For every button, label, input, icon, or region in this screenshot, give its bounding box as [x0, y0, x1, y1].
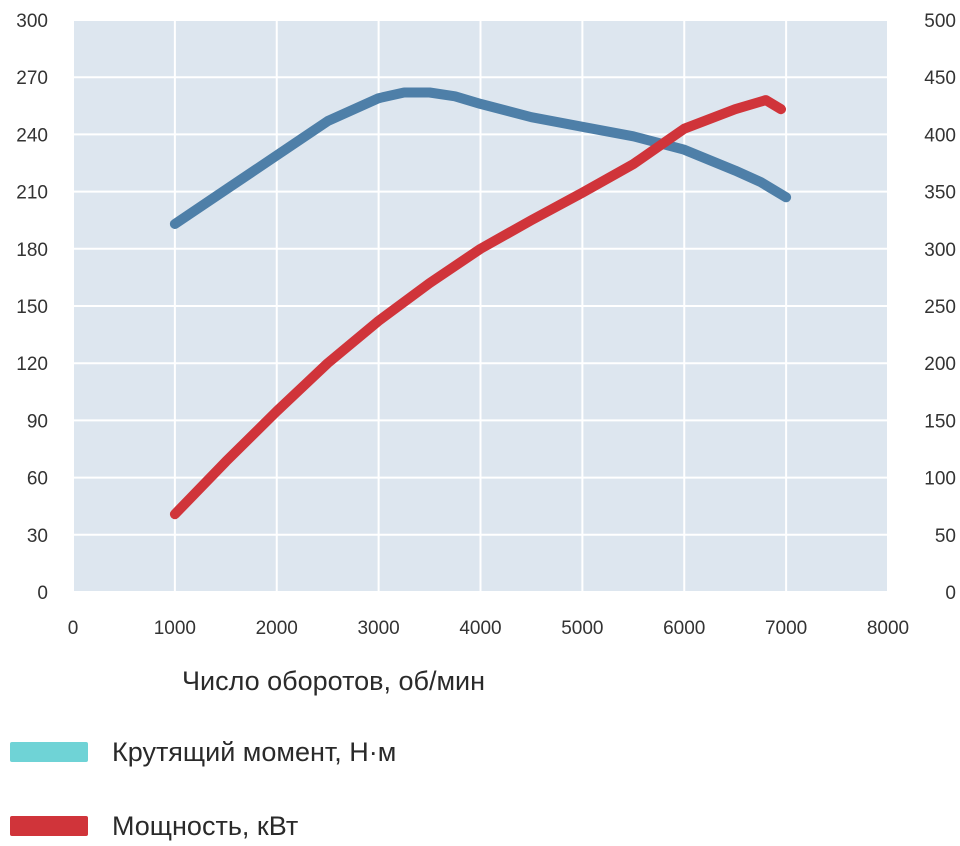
power-line: [169, 95, 786, 520]
y-right-tick-label: 0: [945, 583, 956, 604]
y-right-tick-label: 450: [924, 68, 956, 89]
legend-item-torque: Крутящий момент, Н·м: [10, 732, 396, 772]
y-right-tick-label: 300: [924, 240, 956, 261]
chart: 0 1000 2000 3000 4000 5000 6000 7000 8000 030609…: [16, 11, 956, 639]
x-tick-label: 0: [68, 618, 79, 639]
y-right-tick-label: 50: [935, 526, 956, 547]
torque-line: [169, 87, 792, 229]
x-axis: 0 1000 2000 3000 4000 5000 6000 7000 8000: [68, 618, 909, 639]
x-tick-label: 5000: [561, 618, 603, 639]
y-left-tick-label: 0: [37, 583, 48, 604]
legend-label-torque: Крутящий момент, Н·м: [112, 736, 397, 767]
y-left-tick-label: 240: [16, 125, 48, 146]
legend-swatch-torque: [10, 742, 88, 762]
y-axis-left: 0 30 60 90 120 150 180 210 240 270 300: [16, 11, 48, 604]
y-right-tick-label: 200: [924, 354, 956, 375]
x-tick-label: 3000: [357, 618, 399, 639]
y-right-tick-label: 250: [924, 297, 956, 318]
series-lines: [169, 87, 792, 520]
y-left-tick-label: 270: [16, 68, 48, 89]
y-left-tick-label: 180: [16, 240, 48, 261]
legend-label-power: Мощность, кВт: [112, 810, 299, 841]
y-left-tick-label: 150: [16, 297, 48, 318]
x-tick-label: 4000: [459, 618, 501, 639]
y-right-tick-label: 150: [924, 411, 956, 432]
y-left-tick-label: 210: [16, 183, 48, 204]
legend-item-power: Мощность, кВт: [10, 806, 298, 846]
x-tick-label: 2000: [256, 618, 298, 639]
legend-swatch-power: [10, 816, 88, 836]
y-right-tick-label: 100: [924, 469, 956, 490]
y-left-tick-label: 90: [27, 411, 48, 432]
x-tick-label: 6000: [663, 618, 705, 639]
x-axis-label: Число оборотов, об/мин: [182, 666, 486, 696]
y-axis-right: 0 50 100 150 200 250 300 350 400 450 500: [924, 11, 956, 604]
x-tick-label: 7000: [765, 618, 807, 639]
grid: [72, 19, 889, 593]
y-left-tick-label: 300: [16, 11, 48, 32]
y-right-tick-label: 350: [924, 183, 956, 204]
y-left-tick-label: 120: [16, 354, 48, 375]
x-tick-label: 8000: [867, 618, 909, 639]
y-right-tick-label: 400: [924, 125, 956, 146]
y-left-tick-label: 30: [27, 526, 48, 547]
x-tick-label: 1000: [154, 618, 196, 639]
y-right-tick-label: 500: [924, 11, 956, 32]
y-left-tick-label: 60: [27, 469, 48, 490]
